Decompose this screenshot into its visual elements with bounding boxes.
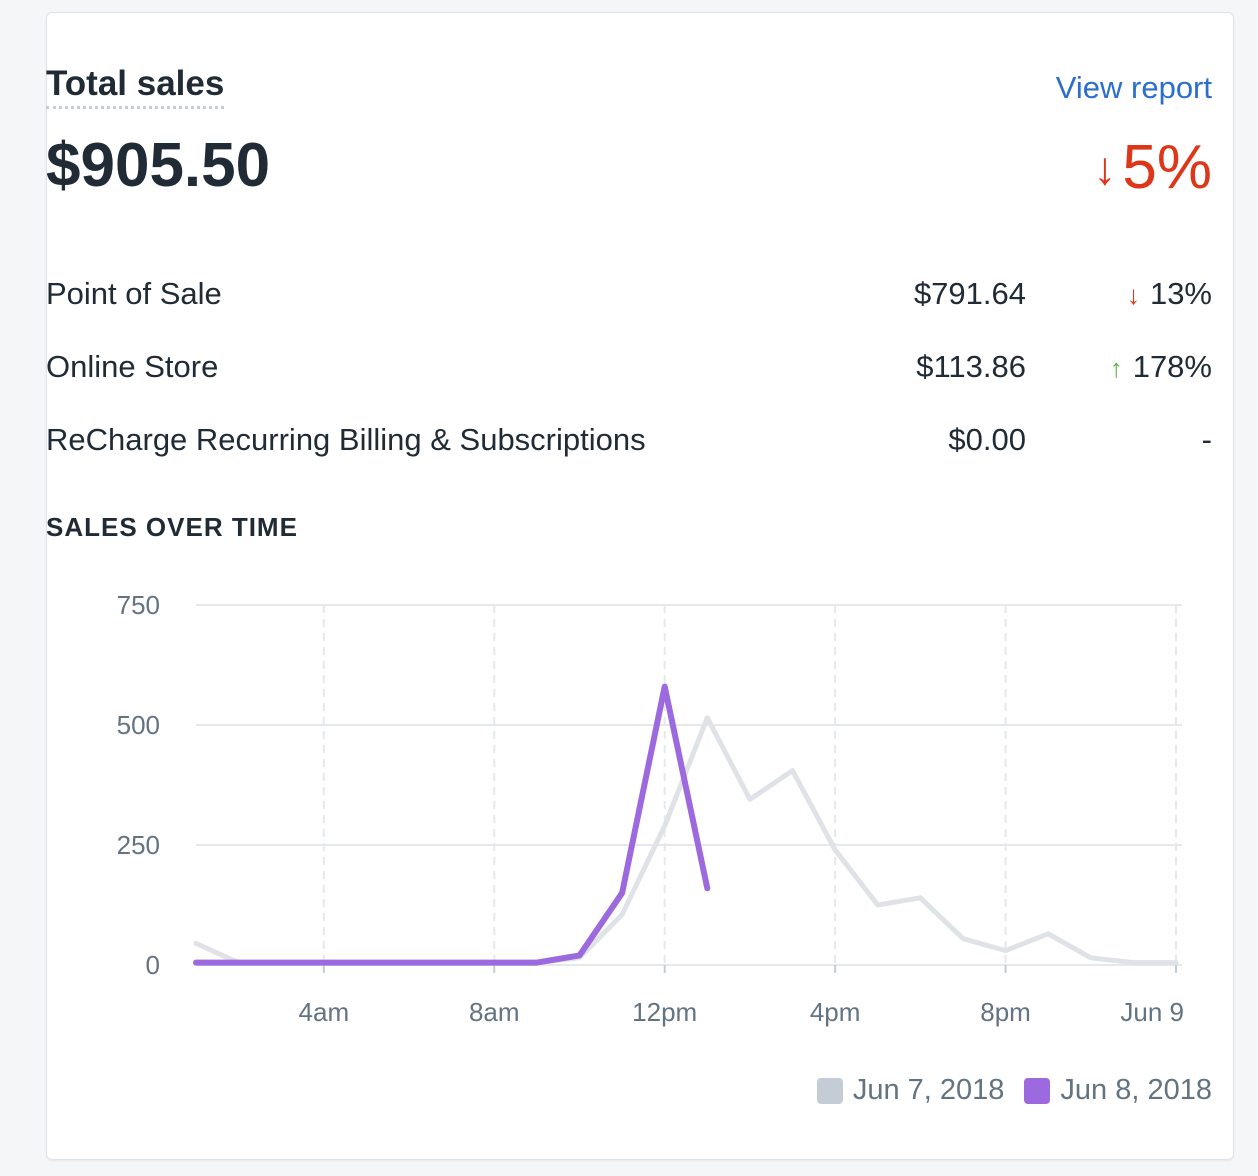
channel-name: ReCharge Recurring Billing & Subscriptio… (46, 422, 646, 457)
channel-change: ↑ 178% (1110, 345, 1212, 390)
total-change-value: 5% (1122, 133, 1212, 202)
channel-name: Point of Sale (46, 276, 222, 311)
legend-item-previous: Jun 7, 2018 (816, 1074, 1005, 1107)
legend-label-current: Jun 8, 2018 (1060, 1074, 1212, 1106)
total-sales-card (46, 12, 1234, 1160)
channel-row-online-store: Online Store $113.86 ↑ 178% (46, 345, 1212, 389)
x-tick-label: 8pm (980, 997, 1031, 1027)
channel-change-value: 13% (1149, 276, 1212, 311)
x-tick-label: 12pm (632, 997, 697, 1027)
channel-change-value: - (1201, 422, 1212, 457)
x-tick-label: 4pm (810, 997, 861, 1027)
channel-amount: $791.64 (913, 276, 1026, 311)
channel-change: - (1202, 418, 1212, 462)
arrow-down-icon: ↓ (1093, 142, 1117, 194)
channel-amount: $0.00 (948, 422, 1026, 457)
channel-row-recharge: ReCharge Recurring Billing & Subscriptio… (46, 418, 1212, 462)
y-tick-label: 250 (117, 830, 160, 860)
total-sales-amount: $905.50 (46, 131, 271, 200)
legend-swatch-previous (816, 1077, 843, 1104)
y-tick-label: 500 (117, 710, 160, 740)
legend-swatch-current (1024, 1077, 1051, 1104)
series-line-previous (193, 715, 1179, 966)
legend-item-current: Jun 8, 2018 (1024, 1074, 1212, 1107)
arrow-down-icon: ↓ (1126, 280, 1140, 310)
x-tick-label: Jun 9 (1120, 997, 1184, 1027)
channel-change: ↓ 13% (1127, 272, 1212, 317)
sales-over-time-heading: SALES OVER TIME (46, 512, 298, 542)
channel-change-value: 178% (1132, 349, 1212, 384)
total-sales-change: ↓ 5% (1093, 130, 1212, 206)
legend-label-previous: Jun 7, 2018 (852, 1074, 1005, 1106)
channel-amount: $113.86 (916, 349, 1026, 384)
channel-name: Online Store (46, 349, 219, 384)
y-tick-label: 0 (146, 950, 160, 980)
series-line-current (193, 683, 711, 966)
channel-row-point-of-sale: Point of Sale $791.64 ↓ 13% (46, 272, 1212, 316)
view-report-link[interactable]: View report (1055, 70, 1212, 105)
arrow-up-icon: ↑ (1109, 353, 1123, 383)
chart-legend: Jun 7, 2018 Jun 8, 2018 (797, 1074, 1212, 1107)
y-tick-label: 750 (117, 590, 160, 620)
x-tick-label: 4am (299, 997, 350, 1027)
card-title[interactable]: Total sales (46, 64, 225, 109)
x-tick-label: 8am (469, 997, 520, 1027)
